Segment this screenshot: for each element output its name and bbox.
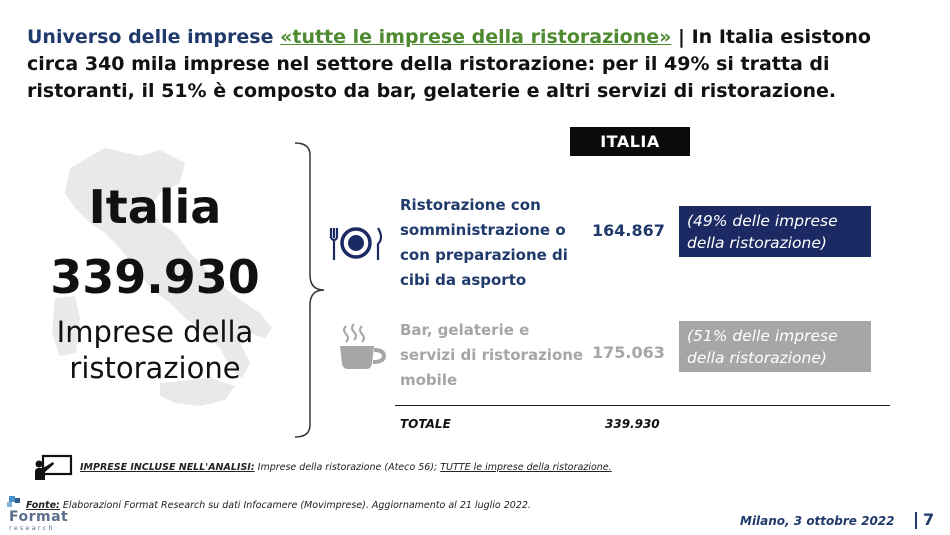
scope-underlined: TUTTE le imprese della ristorazione.: [440, 462, 612, 473]
enterprises-subtitle: Imprese della ristorazione: [20, 314, 290, 386]
scope-text: Imprese della ristorazione (Ateco 56);: [254, 462, 441, 473]
row2-share-box: (51% delle imprese della ristorazione): [679, 321, 871, 372]
column-header-italia: ITALIA: [570, 127, 690, 156]
coffee-cup-icon: [340, 323, 387, 369]
format-research-logo: [7, 496, 20, 507]
row2-label-line2: servizi di ristorazione: [400, 346, 584, 364]
row1-label-line3: con preparazione di: [400, 246, 568, 264]
headline-part2: «tutte le imprese della ristorazione»: [280, 26, 672, 48]
headline-separator: |: [678, 26, 692, 48]
italy-map-icon: [52, 148, 272, 406]
row1-share-line2: della ristorazione): [687, 234, 827, 252]
row1-share-box: (49% delle imprese della ristorazione): [679, 206, 871, 257]
footer-date: Milano, 3 ottobre 2022: [740, 514, 895, 528]
dining-plate-cutlery-icon: [329, 227, 383, 260]
source-note: Fonte: Elaborazioni Format Research su d…: [26, 500, 531, 511]
total-divider: [395, 405, 890, 406]
source-text: Elaborazioni Format Research su dati Inf…: [59, 500, 531, 511]
subtitle-line2: ristorazione: [69, 351, 241, 385]
logo-name: Format: [9, 509, 69, 525]
row2-value: 175.063: [592, 343, 665, 362]
source-label: Fonte:: [26, 500, 60, 511]
row2-share-line2: della ristorazione): [687, 349, 827, 367]
row2-label-line3: mobile: [400, 371, 458, 389]
slide-headline: Universo delle imprese «tutte le imprese…: [27, 24, 927, 105]
subtitle-line1: Imprese della: [56, 315, 254, 349]
footer-separator: [915, 512, 917, 529]
row1-label: Ristorazione con somministrazione o con …: [400, 193, 585, 293]
row1-label-line4: cibi da asporto: [400, 271, 527, 289]
row1-share-line1: (49% delle imprese: [687, 212, 838, 230]
presentation-board-icon: [35, 454, 73, 480]
region-title: Italia: [88, 180, 222, 234]
total-enterprises: 339.930: [50, 250, 260, 304]
row1-label-line1: Ristorazione con: [400, 196, 541, 214]
row1-value: 164.867: [592, 221, 665, 240]
page-number: 7: [923, 510, 935, 529]
curly-brace: [294, 142, 325, 438]
headline-part3: In Italia esistono circa 340 mila impres…: [27, 26, 871, 102]
row2-label-line1: Bar, gelaterie e: [400, 321, 530, 339]
total-value: 339.930: [605, 417, 660, 431]
total-label: TOTALE: [400, 417, 451, 431]
row2-share-line1: (51% delle imprese: [687, 327, 838, 345]
analysis-scope-note: IMPRESE INCLUSE NELL'ANALISI: Imprese de…: [80, 462, 612, 473]
scope-label: IMPRESE INCLUSE NELL'ANALISI:: [80, 462, 255, 473]
logo-subtitle: research: [9, 524, 55, 532]
row2-label: Bar, gelaterie e servizi di ristorazione…: [400, 318, 585, 393]
headline-part1: Universo delle imprese: [27, 26, 274, 48]
row1-label-line2: somministrazione o: [400, 221, 566, 239]
